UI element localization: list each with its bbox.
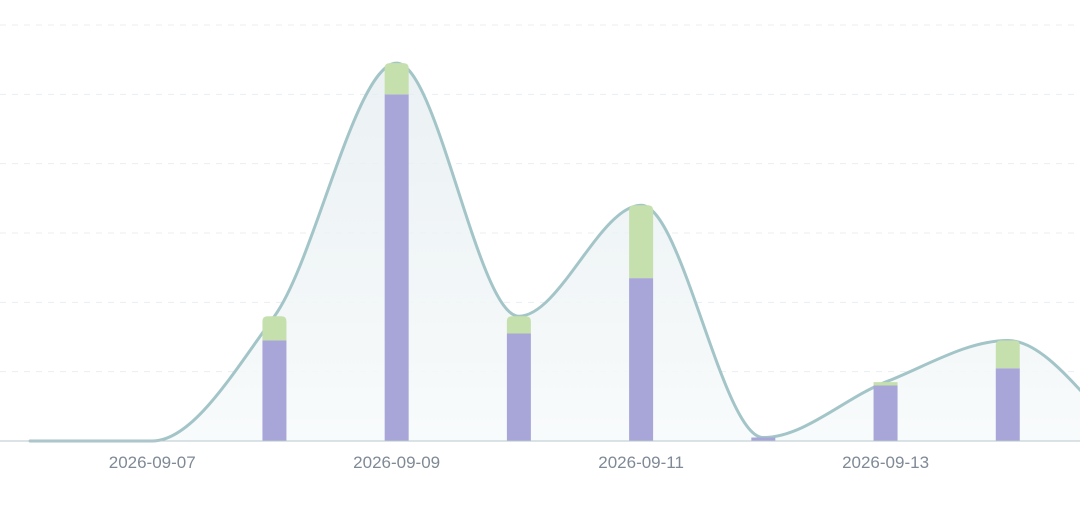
bar-series-1-2026-09-09[interactable] bbox=[384, 94, 409, 441]
bar-series-2-2026-09-11[interactable] bbox=[629, 205, 654, 279]
x-tick-label-2026-09-07: 2026-09-07 bbox=[109, 453, 196, 472]
bar-series-1-2026-09-13[interactable] bbox=[873, 385, 898, 441]
bar-series-2-2026-09-08[interactable] bbox=[262, 316, 287, 341]
grid-lines bbox=[0, 24, 1080, 373]
x-tick-label-2026-09-11: 2026-09-11 bbox=[598, 453, 684, 472]
bar-series-1-2026-09-08[interactable] bbox=[262, 340, 287, 441]
bar-series-1-2026-09-10[interactable] bbox=[506, 333, 531, 441]
bar-series-1-2026-09-12[interactable] bbox=[751, 437, 776, 441]
x-tick-label-2026-09-09: 2026-09-09 bbox=[353, 453, 440, 472]
stacked-bars bbox=[262, 63, 1020, 441]
x-tick-label-2026-09-13: 2026-09-13 bbox=[842, 453, 929, 472]
bar-series-2-2026-09-10[interactable] bbox=[506, 316, 531, 334]
bar-series-2-2026-09-09[interactable] bbox=[384, 63, 409, 95]
area-line bbox=[28, 61, 1080, 443]
bar-series-1-2026-09-11[interactable] bbox=[629, 278, 654, 441]
area-fill bbox=[30, 63, 1080, 442]
bar-series-2-2026-09-13[interactable] bbox=[873, 382, 898, 386]
area-series bbox=[28, 61, 1080, 443]
bar-series-1-2026-09-14[interactable] bbox=[995, 368, 1020, 441]
x-axis-tick-labels: 2026-09-07 2026-09-09 2026-09-11 2026-09-13… bbox=[109, 453, 929, 472]
bar-series-2-2026-09-14[interactable] bbox=[995, 340, 1020, 369]
